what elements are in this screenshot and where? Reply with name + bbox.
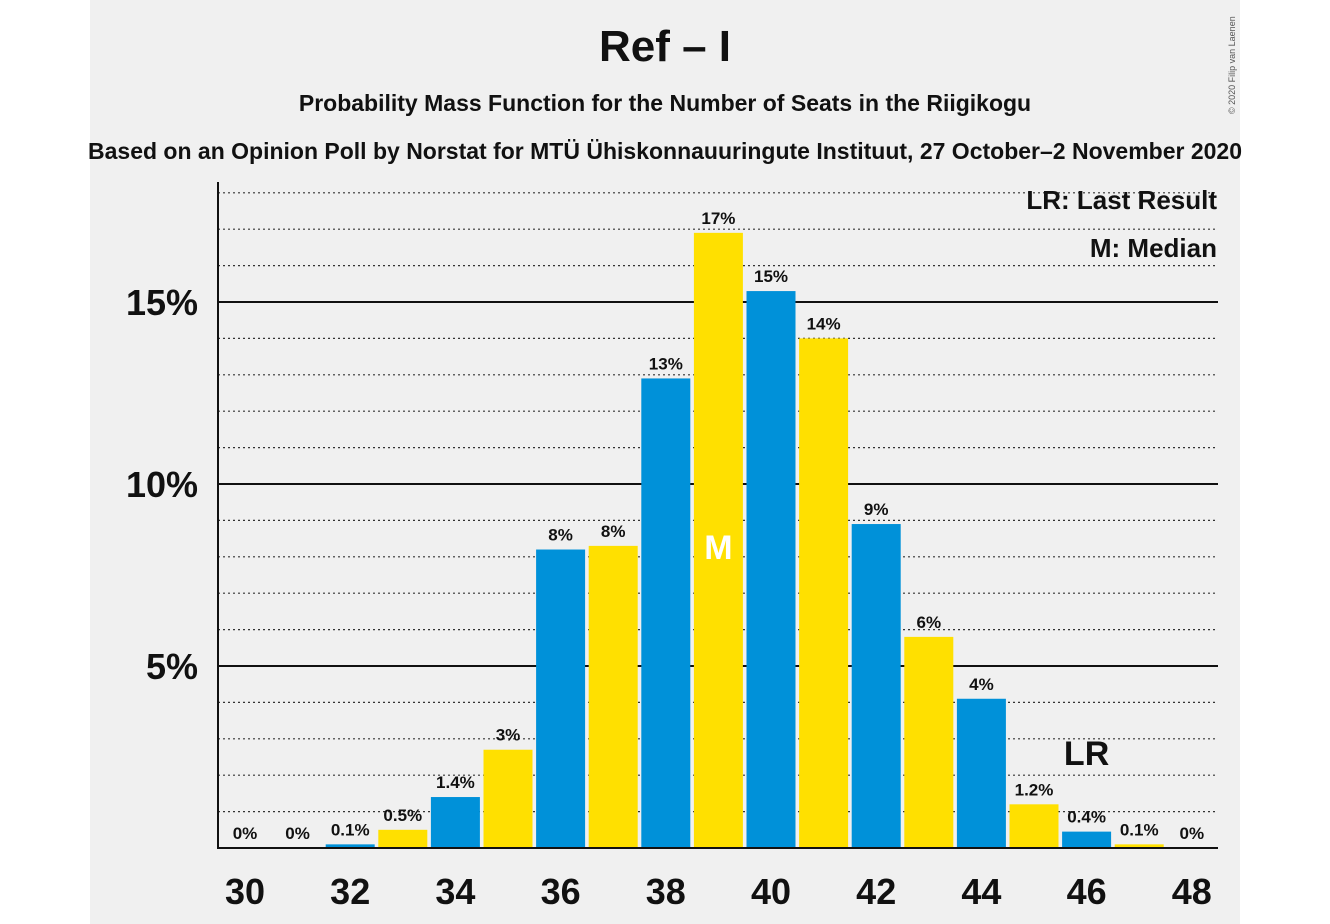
bar-40 bbox=[746, 291, 796, 849]
bar-46 bbox=[1062, 831, 1112, 848]
x-tick-label: 40 bbox=[751, 871, 791, 912]
x-tick-label: 42 bbox=[856, 871, 896, 912]
y-tick-label: 15% bbox=[126, 282, 198, 323]
bar-value-label: 1.4% bbox=[436, 773, 475, 792]
bar-38 bbox=[641, 378, 691, 848]
bar-value-label: 13% bbox=[649, 354, 683, 373]
x-tick-label: 36 bbox=[541, 871, 581, 912]
y-tick-label: 5% bbox=[146, 646, 198, 687]
bar-42 bbox=[851, 524, 901, 848]
bar-39 bbox=[693, 232, 743, 849]
bar-value-label: 0.5% bbox=[383, 806, 422, 825]
x-tick-label: 34 bbox=[435, 871, 475, 912]
x-tick-label: 30 bbox=[225, 871, 265, 912]
bar-41 bbox=[799, 338, 849, 848]
bar-47 bbox=[1114, 844, 1164, 848]
bar-32 bbox=[325, 844, 375, 848]
bar-value-label: 6% bbox=[917, 613, 942, 632]
bar-value-label: 15% bbox=[754, 267, 788, 286]
bar-36 bbox=[536, 549, 586, 848]
x-tick-label: 38 bbox=[646, 871, 686, 912]
chart-source: Based on an Opinion Poll by Norstat for … bbox=[88, 138, 1242, 164]
bar-value-label: 0% bbox=[1180, 824, 1205, 843]
bar-value-label: 0.1% bbox=[331, 820, 370, 839]
copyright-text: © 2020 Filip van Laenen bbox=[1227, 16, 1237, 114]
bar-value-label: 0% bbox=[285, 824, 310, 843]
bar-value-label: 8% bbox=[548, 526, 573, 545]
bar-value-label: 1.2% bbox=[1015, 780, 1054, 799]
bar-45 bbox=[1009, 804, 1059, 848]
legend-entry: LR: Last Result bbox=[1026, 185, 1217, 215]
bar-value-label: 17% bbox=[701, 209, 735, 228]
bar-value-label: 14% bbox=[807, 314, 841, 333]
median-marker: M bbox=[704, 529, 732, 567]
legend-entry: M: Median bbox=[1090, 233, 1217, 263]
bar-value-label: 3% bbox=[496, 726, 521, 745]
copyright-note: © 2020 Filip van Laenen bbox=[1227, 16, 1237, 114]
bar-34 bbox=[430, 797, 480, 848]
bar-value-label: 4% bbox=[969, 675, 994, 694]
chart-title: Ref – I bbox=[598, 22, 732, 71]
bar-value-label: 0.4% bbox=[1067, 808, 1106, 827]
bar-value-label: 0.1% bbox=[1120, 820, 1159, 839]
x-tick-label: 46 bbox=[1067, 871, 1107, 912]
last-result-marker: LR bbox=[1064, 735, 1109, 773]
chart-subtitle: Probability Mass Function for the Number… bbox=[298, 90, 1032, 116]
bar-43 bbox=[904, 636, 954, 848]
bar-value-label: 8% bbox=[601, 522, 626, 541]
x-tick-label: 48 bbox=[1172, 871, 1212, 912]
x-tick-label: 44 bbox=[961, 871, 1001, 912]
bar-37 bbox=[588, 545, 638, 848]
x-tick-label: 32 bbox=[330, 871, 370, 912]
bar-value-label: 9% bbox=[864, 500, 889, 519]
bar-value-label: 0% bbox=[233, 824, 258, 843]
y-tick-label: 10% bbox=[126, 464, 198, 505]
bar-35 bbox=[483, 749, 533, 848]
bar-44 bbox=[956, 698, 1006, 848]
bar-33 bbox=[378, 829, 428, 848]
